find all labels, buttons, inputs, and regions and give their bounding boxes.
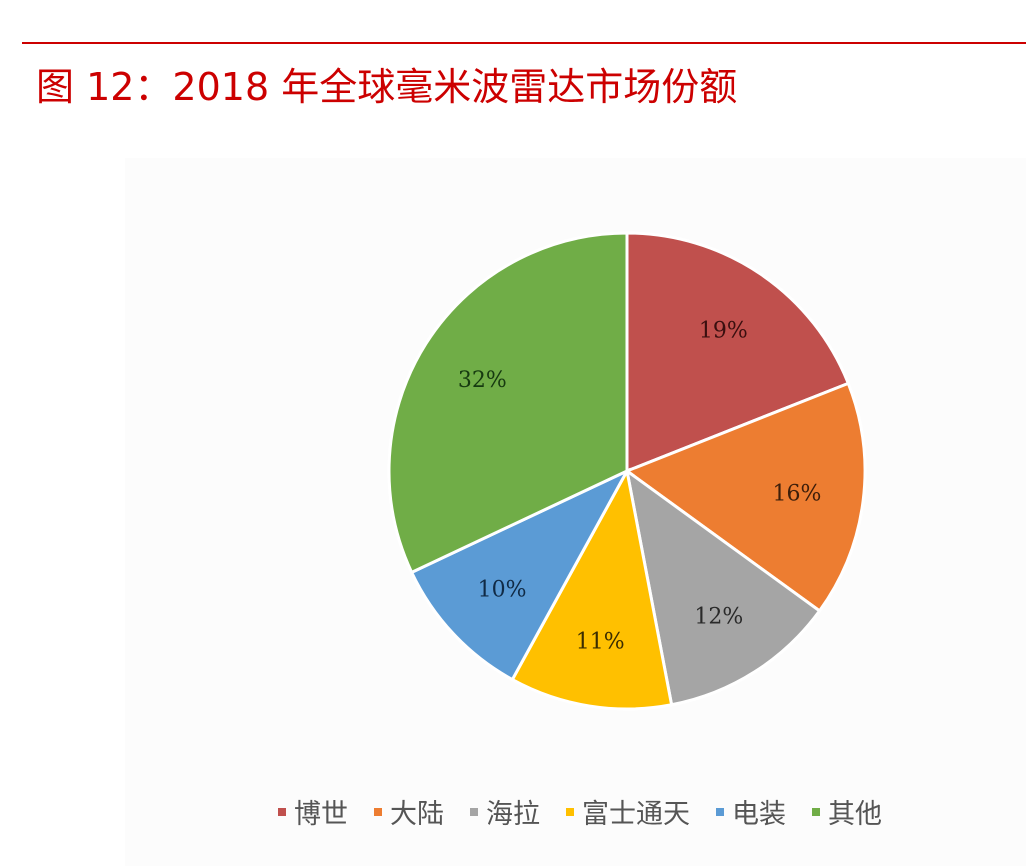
legend-item-fujitsu-ten: 富士通天 xyxy=(566,792,690,831)
pie-slice-hella xyxy=(624,467,822,707)
header-rule xyxy=(22,42,1026,44)
legend-label: 大陆 xyxy=(390,799,444,830)
chart-legend: 博世 大陆 海拉 富士通天 电装 其他 xyxy=(278,792,908,831)
pie-labels: 19% 16% 12% 11% 10% 32% xyxy=(458,318,822,654)
legend-item-hella: 海拉 xyxy=(470,792,540,831)
legend-swatch-icon xyxy=(566,807,574,816)
legend-swatch-icon xyxy=(716,807,724,816)
pie-label-bosch: 19% xyxy=(699,318,748,343)
legend-swatch-icon xyxy=(812,807,820,816)
pie-label-denso: 10% xyxy=(478,577,527,602)
pie-slices xyxy=(387,231,867,711)
legend-swatch-icon xyxy=(374,807,382,816)
legend-label: 其他 xyxy=(828,799,882,830)
legend-swatch-icon xyxy=(470,807,478,816)
pie-slice-continental xyxy=(623,381,867,613)
legend-label: 富士通天 xyxy=(582,799,690,830)
legend-label: 电装 xyxy=(732,799,786,830)
legend-item-others: 其他 xyxy=(812,792,882,831)
pie-label-others: 32% xyxy=(458,368,507,393)
pie-slice-fujitsu-ten xyxy=(510,466,674,711)
pie-slice-others xyxy=(387,231,629,575)
legend-label: 海拉 xyxy=(486,799,540,830)
pie-label-fujitsu-ten: 11% xyxy=(576,629,625,654)
pie-label-hella: 12% xyxy=(694,605,743,630)
legend-item-bosch: 博世 xyxy=(278,792,348,831)
figure-title: 图 12：2018 年全球毫米波雷达市场份额 xyxy=(36,65,738,109)
pie-label-continental: 16% xyxy=(773,481,822,506)
legend-swatch-icon xyxy=(278,807,286,816)
pie-slice-bosch xyxy=(625,231,851,474)
legend-item-continental: 大陆 xyxy=(374,792,444,831)
pie-slice-denso xyxy=(409,467,631,682)
legend-item-denso: 电装 xyxy=(716,792,786,831)
legend-label: 博世 xyxy=(294,799,348,830)
